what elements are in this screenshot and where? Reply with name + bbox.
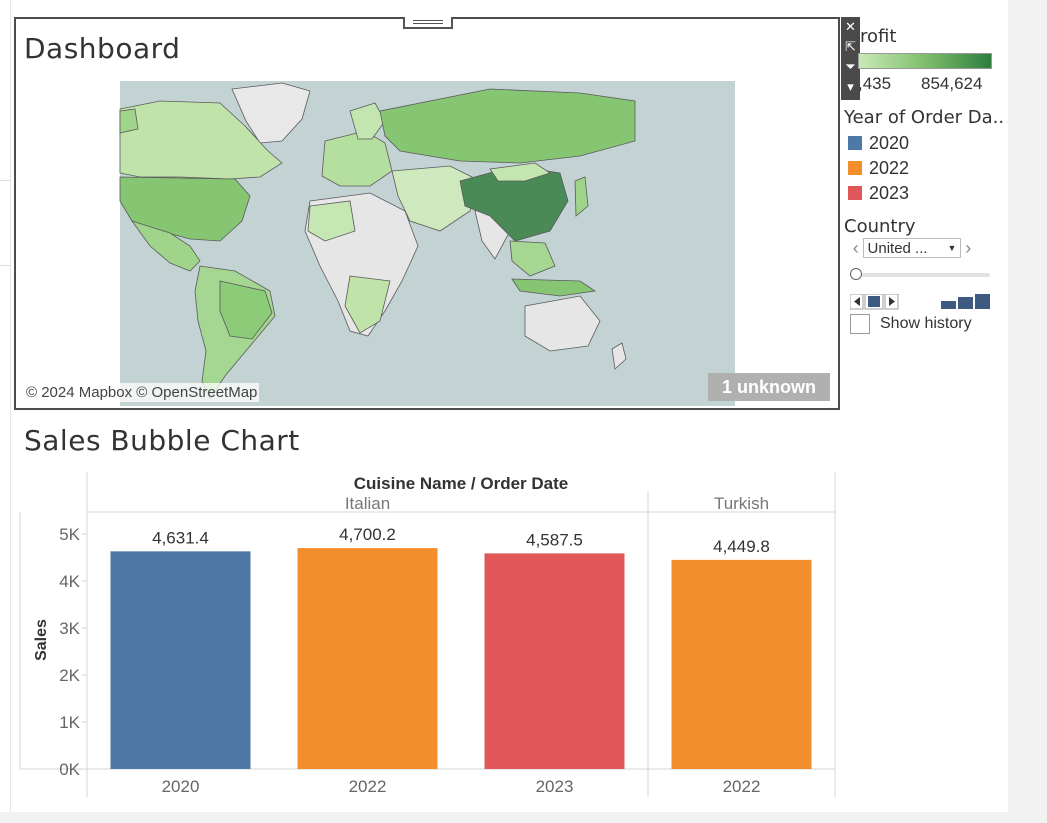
bar-italian-2020[interactable] <box>110 551 251 769</box>
region-europe <box>321 130 393 187</box>
region-russia <box>379 88 636 164</box>
show-history-label[interactable]: Show history <box>880 315 972 332</box>
x-tick-label: 2022 <box>349 777 387 796</box>
region-japan <box>574 176 589 217</box>
region-usa <box>119 176 251 242</box>
column-header-label: Cuisine Name / Order Date <box>354 474 568 493</box>
year-legend-title: Year of Order Da.. <box>844 107 1005 128</box>
x-tick-label: 2023 <box>536 777 574 796</box>
grip-line <box>413 20 443 21</box>
region-middle-east <box>391 165 481 232</box>
bar-italian-2023[interactable] <box>484 553 625 769</box>
region-brazil <box>219 280 273 340</box>
close-icon[interactable]: ✕ <box>845 19 856 34</box>
grip-line <box>413 23 443 24</box>
pane-label-italian: Italian <box>345 494 390 513</box>
country-dropdown-value: United ... <box>867 239 928 257</box>
chart-title: Sales Bubble Chart <box>24 424 300 457</box>
chevron-down-icon: ▼ <box>947 243 957 253</box>
data-label: 4,587.5 <box>526 530 583 549</box>
world-map[interactable] <box>20 81 834 406</box>
data-label: 4,700.2 <box>339 525 396 544</box>
panel-divider <box>0 180 10 181</box>
profit-legend-title: rofit <box>860 26 897 47</box>
country-filter: ‹ United ... ▼ › <box>849 237 975 259</box>
prev-arrow-icon[interactable]: ‹ <box>852 237 859 258</box>
bar-turkish-2022[interactable] <box>671 559 812 769</box>
sales-bar-chart[interactable]: Cuisine Name / Order Date Sales 0K 1K 2K 3K 4K… <box>0 462 850 807</box>
zone-toolbar: ✕ ⇱ ⏷ ▾ <box>841 17 860 100</box>
x-tick-label: 2020 <box>162 777 200 796</box>
data-label: 4,631.4 <box>152 528 209 547</box>
y-tick-label: 5K <box>59 525 80 544</box>
zone-drag-handle[interactable] <box>403 17 453 29</box>
step-forward-icon[interactable] <box>884 294 899 310</box>
legend-swatch-2023[interactable] <box>848 186 862 200</box>
map-countries <box>119 82 636 400</box>
region-greenland <box>231 82 311 144</box>
stop-icon[interactable] <box>864 294 884 310</box>
region-se-asia <box>509 240 556 277</box>
speed-slow-icon[interactable] <box>941 301 956 309</box>
legend-label-2022[interactable]: 2022 <box>869 158 910 178</box>
left-panel-edge <box>0 0 11 812</box>
y-tick-label: 2K <box>59 666 80 685</box>
map-title: Dashboard <box>24 32 181 65</box>
region-new-zealand <box>611 342 627 370</box>
country-filter-title: Country <box>844 216 916 237</box>
bar-italian-2022[interactable] <box>297 548 438 769</box>
popout-icon[interactable]: ⇱ <box>845 39 856 54</box>
region-mexico <box>130 220 201 272</box>
filter-icon[interactable]: ⏷ <box>845 59 856 74</box>
profit-min-label: ,435 <box>858 74 892 93</box>
pane-label-turkish: Turkish <box>714 494 769 513</box>
playback-controls <box>850 294 990 310</box>
y-tick-label: 3K <box>59 619 80 638</box>
panel-divider <box>0 265 10 266</box>
more-options-icon[interactable]: ▾ <box>847 79 854 94</box>
region-mongolia <box>489 162 551 182</box>
legend-label-2023[interactable]: 2023 <box>869 183 910 203</box>
speed-fast-icon[interactable] <box>975 294 990 309</box>
unknown-locations-badge[interactable]: 1 unknown <box>708 373 830 401</box>
region-alaska <box>119 108 139 134</box>
country-dropdown[interactable]: United ... ▼ <box>862 238 962 258</box>
y-tick-label: 4K <box>59 572 80 591</box>
region-canada <box>119 100 283 180</box>
legend-swatch-2020[interactable] <box>848 136 862 150</box>
data-label: 4,449.8 <box>713 537 770 556</box>
country-slider-track[interactable] <box>850 273 990 277</box>
legend-swatch-2022[interactable] <box>848 161 862 175</box>
region-scandinavia <box>349 102 386 140</box>
legend-label-2020[interactable]: 2020 <box>869 133 910 153</box>
show-history-checkbox[interactable] <box>850 314 870 334</box>
next-arrow-icon[interactable]: › <box>965 237 972 258</box>
country-slider-thumb[interactable] <box>850 268 862 280</box>
x-tick-label: 2022 <box>723 777 761 796</box>
y-tick-label: 0K <box>59 760 80 779</box>
profit-color-ramp[interactable] <box>858 53 992 69</box>
y-tick-label: 1K <box>59 713 80 732</box>
profit-max-label: 854,624 <box>921 74 983 93</box>
region-australia <box>524 295 601 352</box>
step-back-icon[interactable] <box>850 294 864 310</box>
region-africa-west <box>307 200 356 242</box>
region-indonesia <box>511 278 597 297</box>
y-axis-label: Sales <box>33 619 50 661</box>
region-africa-south <box>344 275 391 334</box>
map-attribution[interactable]: © 2024 Mapbox © OpenStreetMap <box>24 383 260 402</box>
speed-medium-icon[interactable] <box>958 297 973 309</box>
